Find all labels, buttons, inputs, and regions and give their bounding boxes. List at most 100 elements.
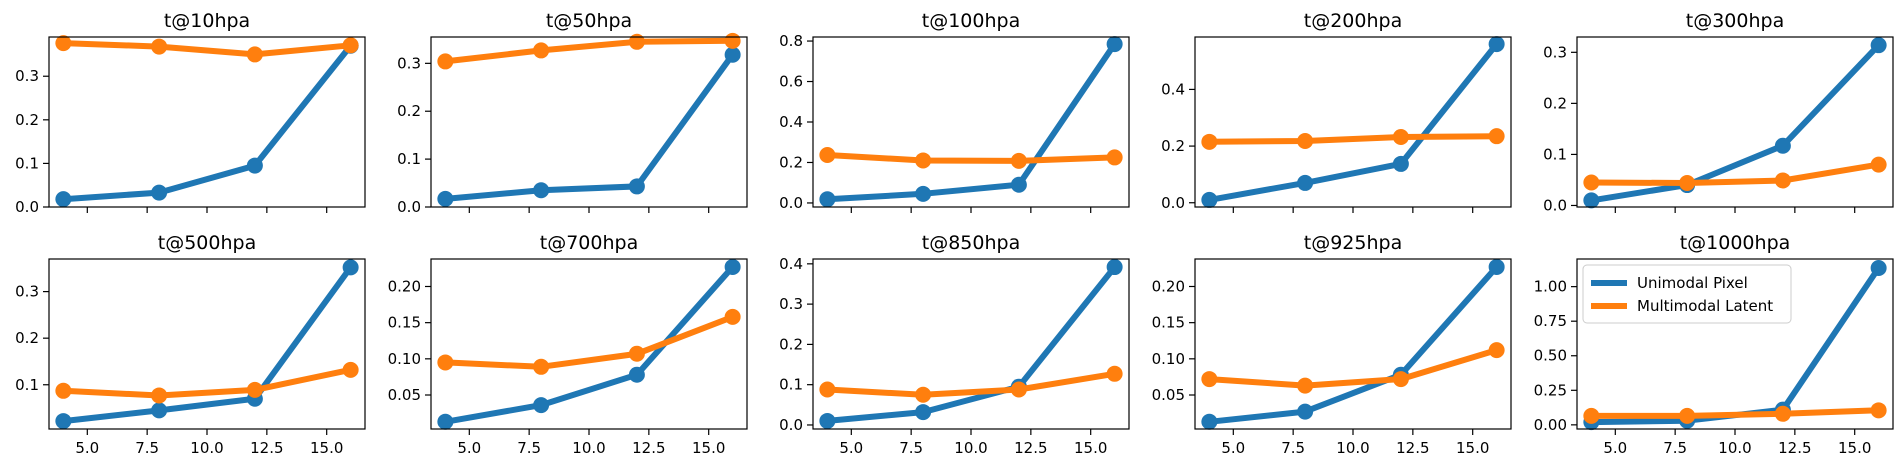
x-tick-label: 10.0 [954,439,987,457]
axes-frame [1194,36,1512,208]
data-point-unimodal [819,191,836,208]
data-point-multimodal [1201,133,1218,150]
y-tick-label: 0.2 [15,329,39,347]
series-line-multimodal [1206,347,1500,389]
series-line-multimodal [1588,161,1882,186]
data-point-multimodal [342,37,359,54]
data-point-multimodal [533,42,550,59]
x-tick-label: 12.5 [1778,439,1811,457]
y-tick-label: 0.0 [779,194,803,212]
axes-frame [1576,36,1894,208]
y-tick-label: 0.15 [388,314,421,332]
data-point-multimodal [55,382,72,399]
panel-title: t@100hpa [922,10,1020,32]
x-tick-label: 15.0 [1838,439,1871,457]
y-tick-label: 0.0 [1161,194,1185,212]
data-point-multimodal [915,386,932,403]
legend-box [1582,264,1792,324]
data-point-unimodal [246,157,263,174]
data-point-unimodal [1106,36,1123,53]
series-line-unimodal [442,51,736,202]
y-tick-label: 0.1 [15,154,39,172]
data-point-unimodal [1297,403,1314,420]
data-point-multimodal [1774,172,1791,189]
data-point-multimodal [1106,149,1123,166]
series-line-unimodal [824,41,1118,203]
legend-label: Unimodal Pixel [1637,274,1748,292]
panel-title: t@925hpa [1304,232,1402,254]
y-tick-label: 0.10 [388,350,421,368]
y-tick-label: 0.25 [1534,381,1567,399]
y-tick-label: 0.3 [779,295,803,313]
panel-3: t@100hpa 0.0 0.2 0.4 0.6 0.8 [779,10,1130,213]
data-point-multimodal [1583,407,1600,424]
data-point-unimodal [151,184,168,201]
data-point-unimodal [342,259,359,276]
y-tick-label: 0.2 [15,111,39,129]
y-tick-label: 0.3 [15,283,39,301]
panel-title: t@700hpa [540,232,638,254]
series-line-unimodal [60,264,354,425]
y-tick-label: 0.6 [779,73,803,91]
axes-frame [430,258,748,430]
x-tick-label: 15.0 [1074,439,1107,457]
data-point-unimodal [1106,259,1123,276]
axes-frame [48,36,366,208]
data-point-unimodal [1774,137,1791,154]
x-tick-label: 7.5 [1281,439,1305,457]
data-point-multimodal [724,308,741,325]
y-tick-label: 0.2 [397,102,421,120]
data-point-multimodal [724,32,741,49]
series-line-unimodal [1206,41,1500,203]
series-line-multimodal [824,152,1118,164]
series-line-multimodal [60,366,354,399]
data-point-multimodal [819,146,836,163]
data-point-multimodal [1392,371,1409,388]
x-tick-label: 7.5 [517,439,541,457]
data-point-multimodal [151,38,168,55]
data-point-multimodal [1106,365,1123,382]
data-point-unimodal [533,397,550,414]
y-tick-label: 0.4 [779,255,803,273]
y-tick-label: 0.20 [1152,277,1185,295]
x-tick-label: 12.5 [632,439,665,457]
data-point-multimodal [628,345,645,362]
data-point-unimodal [628,366,645,383]
data-point-multimodal [437,354,454,371]
y-tick-label: 0.2 [779,335,803,353]
panel-2: t@50hpa 0.0 0.1 0.2 0.3 [397,10,748,216]
x-tick-label: 10.0 [190,439,223,457]
y-tick-label: 0.2 [1161,137,1185,155]
x-tick-label: 5.0 [75,439,99,457]
data-point-unimodal [915,185,932,202]
series-line-multimodal [442,313,736,370]
panel-5: t@300hpa 0.0 0.1 0.2 0.3 [1543,10,1894,214]
axes-frame [48,258,366,430]
y-tick-label: 0.20 [388,277,421,295]
axes-frame [812,36,1130,208]
data-point-unimodal [1488,258,1505,275]
data-point-unimodal [1488,36,1505,53]
y-tick-label: 1.00 [1534,278,1567,296]
series-line-multimodal [824,370,1118,398]
y-tick-label: 0.3 [397,54,421,72]
data-point-unimodal [819,412,836,429]
y-tick-label: 0.0 [779,416,803,434]
data-point-unimodal [1583,192,1600,209]
data-point-multimodal [628,33,645,50]
panel-title: t@1000hpa [1680,232,1791,254]
data-point-multimodal [1774,405,1791,422]
panel-title: t@200hpa [1304,10,1402,32]
y-tick-label: 0.75 [1534,312,1567,330]
panel-title: t@50hpa [546,10,632,32]
data-point-multimodal [1201,371,1218,388]
series-line-multimodal [442,37,736,65]
data-point-multimodal [1010,152,1027,169]
data-point-multimodal [1870,402,1887,419]
data-point-multimodal [151,387,168,404]
axes-frame [430,36,748,208]
data-point-unimodal [533,182,550,199]
panel-title: t@10hpa [164,10,250,32]
data-point-unimodal [1010,176,1027,193]
